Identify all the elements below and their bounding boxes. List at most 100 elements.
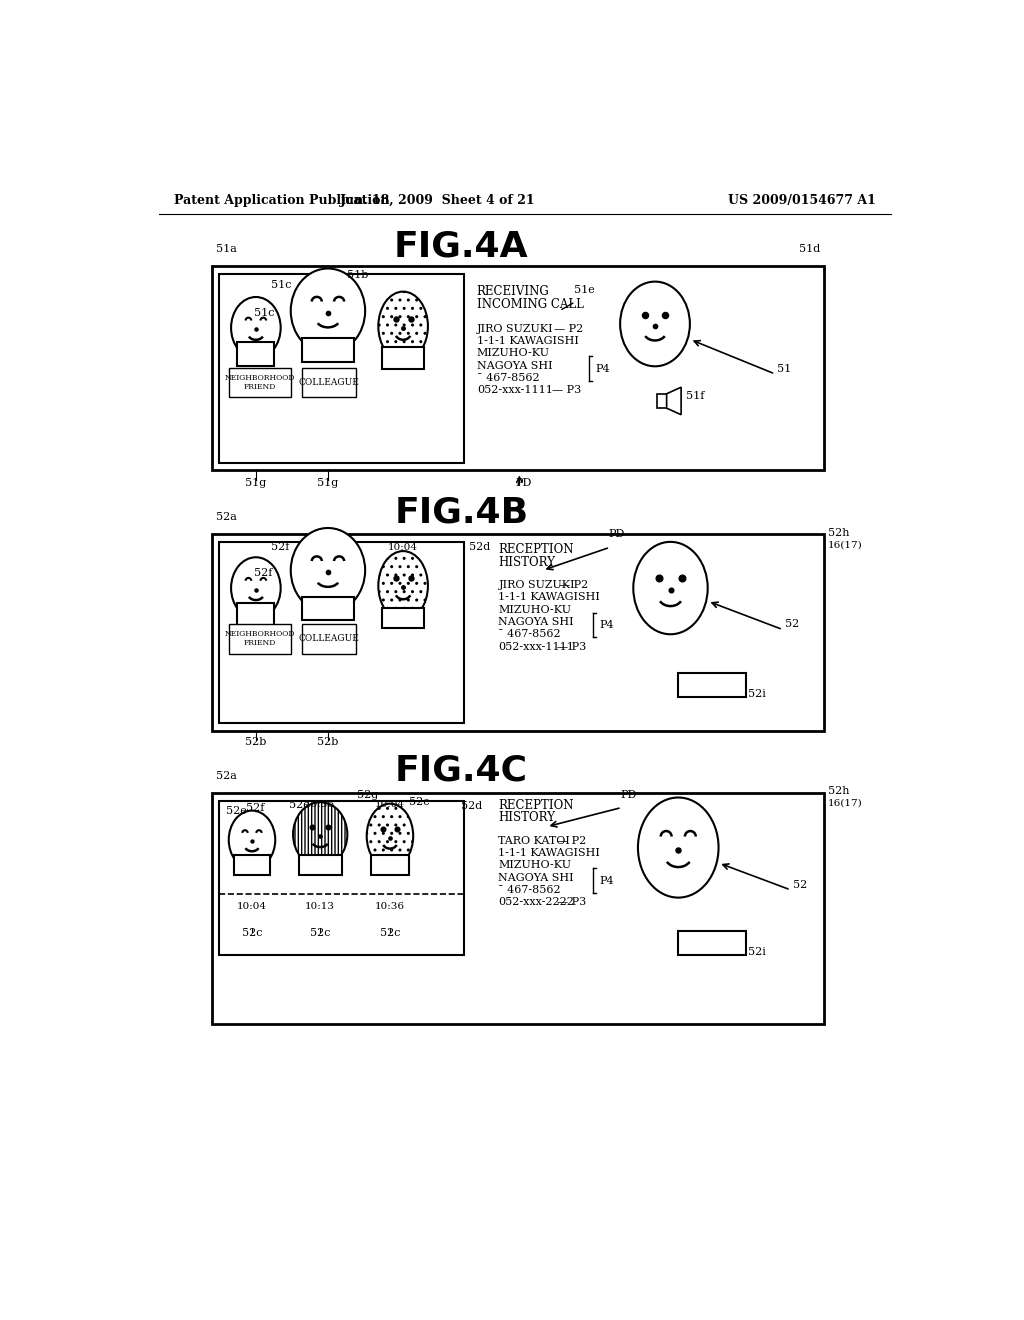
Text: ¯ 467-8562: ¯ 467-8562 <box>499 884 561 895</box>
Text: P4: P4 <box>599 875 613 886</box>
Text: JIRO SUZUKI: JIRO SUZUKI <box>477 323 553 334</box>
Text: Jun. 18, 2009  Sheet 4 of 21: Jun. 18, 2009 Sheet 4 of 21 <box>340 194 536 207</box>
Text: HISTORY: HISTORY <box>499 556 555 569</box>
Text: PD: PD <box>621 789 637 800</box>
Text: PD: PD <box>608 529 625 540</box>
Bar <box>678 931 746 956</box>
Text: — P3: — P3 <box>557 898 586 907</box>
Text: 52g: 52g <box>356 789 378 800</box>
Text: 52d: 52d <box>469 541 490 552</box>
Bar <box>228 624 291 653</box>
Text: 10:04: 10:04 <box>388 543 418 552</box>
Ellipse shape <box>638 797 719 898</box>
Text: RECEPTION: RECEPTION <box>499 544 573 557</box>
Bar <box>302 624 356 653</box>
Bar <box>382 347 424 368</box>
Text: FIG.4B: FIG.4B <box>394 495 528 529</box>
Text: 10:36: 10:36 <box>375 902 404 911</box>
Bar <box>238 603 274 627</box>
Text: 52i: 52i <box>748 948 766 957</box>
Ellipse shape <box>231 557 281 619</box>
Bar <box>219 543 464 723</box>
Text: — P2: — P2 <box>559 579 588 590</box>
Bar <box>678 673 746 697</box>
Text: 51b: 51b <box>346 269 368 280</box>
Text: 52e: 52e <box>289 800 310 809</box>
Bar <box>212 793 824 1024</box>
Ellipse shape <box>291 528 366 612</box>
Text: HISTORY: HISTORY <box>499 812 555 825</box>
Text: 52d: 52d <box>461 801 482 810</box>
Text: 51a: 51a <box>216 244 237 255</box>
Text: 51c: 51c <box>271 280 292 290</box>
Text: 52a: 52a <box>216 512 237 523</box>
Text: FIG.4A: FIG.4A <box>394 230 528 264</box>
Text: RECEPTION: RECEPTION <box>499 799 573 812</box>
Text: DIAL: DIAL <box>694 933 730 946</box>
Text: 10:04: 10:04 <box>237 902 267 911</box>
Text: 51g: 51g <box>246 478 266 487</box>
Text: ¯ 467-8562: ¯ 467-8562 <box>499 630 561 639</box>
Text: 10:13: 10:13 <box>305 902 335 911</box>
Ellipse shape <box>378 552 428 620</box>
Text: 52i: 52i <box>748 689 766 700</box>
Text: 51: 51 <box>777 364 792 374</box>
Bar <box>212 267 824 470</box>
Text: 52e: 52e <box>409 797 429 808</box>
Text: 10:04: 10:04 <box>375 800 404 809</box>
Text: 52c: 52c <box>310 928 331 939</box>
Text: COLLEAGUE: COLLEAGUE <box>298 378 359 387</box>
Text: 52c: 52c <box>380 928 400 939</box>
Text: 52: 52 <box>785 619 800 630</box>
Text: NEIGHBORHOOD
FRIEND: NEIGHBORHOOD FRIEND <box>224 374 295 391</box>
Text: — P2: — P2 <box>554 323 584 334</box>
Text: 16(17): 16(17) <box>827 799 862 808</box>
Text: 51g: 51g <box>317 478 339 487</box>
Text: 52f: 52f <box>254 568 272 578</box>
Bar <box>219 275 464 462</box>
Bar <box>228 368 291 397</box>
Text: NEIGHBORHOOD
FRIEND: NEIGHBORHOOD FRIEND <box>224 630 295 648</box>
Text: MIZUHO-KU: MIZUHO-KU <box>477 348 550 358</box>
Text: 16(17): 16(17) <box>827 540 862 549</box>
Bar <box>234 855 270 875</box>
Text: FIG.4C: FIG.4C <box>394 754 527 788</box>
Text: 51f: 51f <box>686 391 705 401</box>
Text: 51d: 51d <box>799 244 820 255</box>
Polygon shape <box>667 387 681 414</box>
Ellipse shape <box>228 810 275 869</box>
Text: 52f: 52f <box>271 541 290 552</box>
Text: 1-1-1 KAWAGISHI: 1-1-1 KAWAGISHI <box>477 337 579 346</box>
Bar <box>382 609 424 628</box>
Text: TARO KATOI: TARO KATOI <box>499 836 570 846</box>
Text: MIZUHO-KU: MIZUHO-KU <box>499 605 571 615</box>
Text: PD: PD <box>515 478 531 487</box>
Ellipse shape <box>293 803 347 867</box>
Bar <box>219 800 464 954</box>
Text: 052-xxx-2222: 052-xxx-2222 <box>499 898 574 907</box>
Text: NAGOYA SHI: NAGOYA SHI <box>499 616 574 627</box>
Text: 52h: 52h <box>827 528 849 537</box>
Text: 52: 52 <box>793 879 807 890</box>
Text: COLLEAGUE: COLLEAGUE <box>298 635 359 643</box>
Text: JIRO SUZUKI: JIRO SUZUKI <box>499 579 575 590</box>
Text: — P2: — P2 <box>557 836 587 846</box>
Text: 52a: 52a <box>216 771 237 781</box>
Text: — P3: — P3 <box>552 385 582 395</box>
Text: NAGOYA SHI: NAGOYA SHI <box>499 873 574 883</box>
Bar <box>302 597 354 620</box>
Ellipse shape <box>621 281 690 367</box>
Text: INCOMING CALL: INCOMING CALL <box>477 298 584 310</box>
Text: 52f: 52f <box>246 804 264 813</box>
Text: P4: P4 <box>599 620 613 630</box>
Text: 51c: 51c <box>254 309 274 318</box>
Text: 1-1-1 KAWAGISHI: 1-1-1 KAWAGISHI <box>499 847 600 858</box>
Text: 52e: 52e <box>226 807 247 817</box>
Bar <box>212 535 824 730</box>
Ellipse shape <box>633 543 708 635</box>
Text: 10:36: 10:36 <box>305 800 335 809</box>
Text: NAGOYA SHI: NAGOYA SHI <box>477 360 552 371</box>
Text: 052-xxx-1111: 052-xxx-1111 <box>477 385 553 395</box>
Ellipse shape <box>367 804 414 869</box>
Text: 1-1-1 KAWAGISHI: 1-1-1 KAWAGISHI <box>499 593 600 602</box>
